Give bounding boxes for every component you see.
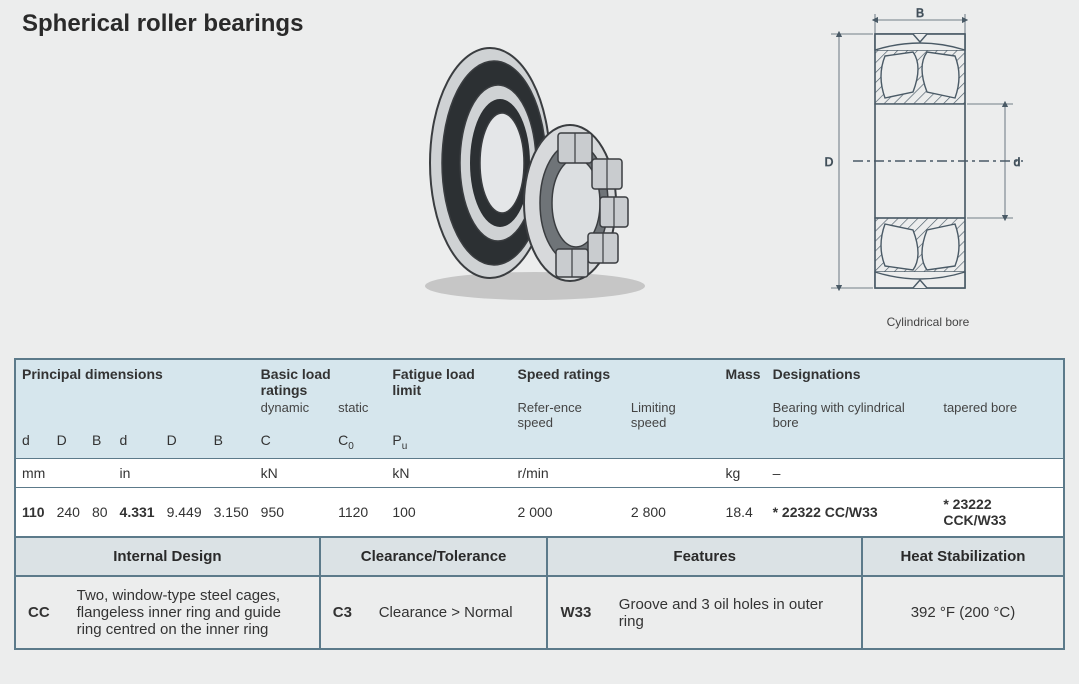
cell-Pu: 100: [386, 487, 511, 536]
sym-B-mm: B: [86, 432, 114, 458]
cell-B-mm: 80: [86, 487, 114, 536]
unit-in: in: [114, 458, 255, 487]
page-title: Spherical roller bearings: [22, 10, 303, 38]
hdr-refspeed: Refer-ence speed: [512, 400, 625, 432]
sym-D-mm: D: [51, 432, 86, 458]
sym-D-in: D: [161, 432, 208, 458]
svg-text:B: B: [916, 6, 924, 20]
details-table: Internal Design Clearance/Tolerance Feat…: [14, 536, 1065, 650]
hdr-limspeed: Limiting speed: [625, 400, 720, 432]
cell-desig-tap: 23222 CCK/W33: [937, 487, 1063, 536]
hdr-basic-load: Basic load ratings: [261, 366, 331, 398]
hdr-mass: Mass: [726, 366, 761, 382]
hdr-speed: Speed ratings: [518, 366, 611, 382]
features-code: W33: [547, 576, 606, 649]
svg-text:D: D: [825, 155, 834, 169]
clearance-text: Clearance > Normal: [367, 576, 548, 649]
dh-internal: Internal Design: [15, 537, 320, 576]
unit-kN1: kN: [255, 458, 387, 487]
table-row: 110 240 80 4.331 9.449 3.150 950 1120 10…: [16, 487, 1063, 536]
hdr-fatigue: Fatigue load limit: [392, 366, 474, 398]
sym-B-in: B: [208, 432, 255, 458]
cell-C0: 1120: [332, 487, 386, 536]
dh-heat: Heat Stabilization: [862, 537, 1064, 576]
hdr-desig-cyl: Bearing with cylindrical bore: [767, 400, 938, 432]
sym-Pu: Pu: [386, 432, 511, 458]
internal-text: Two, window-type steel cages, flangeless…: [65, 576, 320, 649]
clearance-code: C3: [320, 576, 367, 649]
unit-mm: mm: [16, 458, 114, 487]
tech-drawing: B D d Cylindrical bore: [813, 6, 1043, 329]
sym-d-in: d: [114, 432, 161, 458]
cell-B-in: 3.150: [208, 487, 255, 536]
hdr-dynamic: dynamic: [255, 400, 332, 432]
unit-kN2: kN: [386, 458, 511, 487]
heat-text: 392 °F (200 °C): [862, 576, 1064, 649]
dh-features: Features: [547, 537, 862, 576]
hdr-static: static: [332, 400, 386, 432]
unit-kg: kg: [720, 458, 767, 487]
spec-table: Principal dimensions Basic load ratings …: [14, 358, 1065, 538]
sym-C: C: [255, 432, 332, 458]
tech-drawing-caption: Cylindrical bore: [813, 315, 1043, 329]
cell-limspeed: 2 800: [625, 487, 720, 536]
cell-d-mm: 110: [16, 487, 51, 536]
hdr-desig-tap: tapered bore: [937, 400, 1063, 432]
cell-d-in: 4.331: [114, 487, 161, 536]
svg-text:d: d: [1014, 155, 1021, 169]
cell-C: 950: [255, 487, 332, 536]
cell-D-in: 9.449: [161, 487, 208, 536]
cell-D-mm: 240: [51, 487, 86, 536]
unit-dash: –: [767, 458, 1063, 487]
features-text: Groove and 3 oil holes in outer ring: [607, 576, 862, 649]
hdr-designations: Designations: [773, 366, 861, 382]
sym-C0: C0: [332, 432, 386, 458]
cell-refspeed: 2 000: [512, 487, 625, 536]
internal-code: CC: [15, 576, 65, 649]
cell-desig-cyl: 22322 CC/W33: [767, 487, 938, 536]
dh-clearance: Clearance/Tolerance: [320, 537, 548, 576]
cell-mass: 18.4: [720, 487, 767, 536]
sym-d-mm: d: [16, 432, 51, 458]
bearing-illustration: [380, 28, 680, 308]
unit-rmin: r/min: [512, 458, 720, 487]
hdr-principal: Principal dimensions: [22, 366, 163, 382]
